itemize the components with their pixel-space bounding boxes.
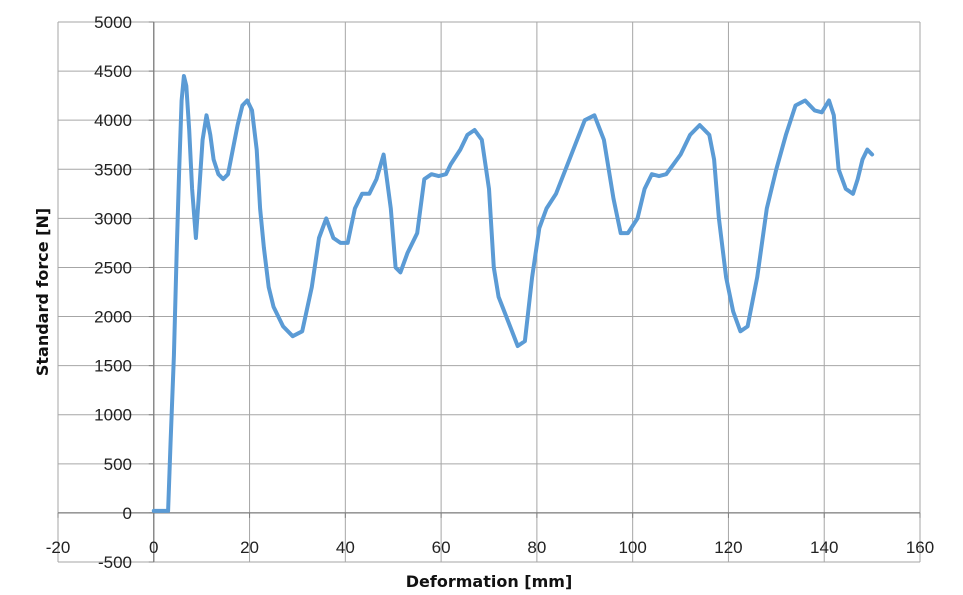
y-tick-label: -500 — [98, 553, 132, 572]
y-tick-label: 3000 — [94, 209, 132, 228]
y-tick-label: 2000 — [94, 308, 132, 327]
y-tick-label: 500 — [104, 455, 132, 474]
y-tick-label: 0 — [123, 504, 132, 523]
x-tick-label: 140 — [810, 538, 838, 557]
y-tick-label: 4000 — [94, 111, 132, 130]
x-tick-label: 80 — [527, 538, 546, 557]
tick-labels: -20 0 20 40 60 80 100 120 140 160 -500 0 500 1000 1500… — [46, 13, 934, 572]
x-tick-label: 120 — [714, 538, 742, 557]
series-line-0 — [151, 74, 875, 513]
y-axis-title: Standard force [N] — [33, 208, 52, 376]
y-tick-label: 4500 — [94, 62, 132, 81]
y-tick-label: 1500 — [94, 357, 132, 376]
x-tick-label: 100 — [618, 538, 646, 557]
x-tick-label: 20 — [240, 538, 259, 557]
x-tick-label: 160 — [906, 538, 934, 557]
series-layer — [151, 74, 875, 513]
x-tick-label: -20 — [46, 538, 71, 557]
y-tick-label: 5000 — [94, 13, 132, 32]
y-tick-label: 2500 — [94, 258, 132, 277]
x-tick-label: 60 — [432, 538, 451, 557]
y-tick-label: 1000 — [94, 406, 132, 425]
x-axis-title: Deformation [mm] — [406, 572, 573, 591]
y-tick-label: 3500 — [94, 160, 132, 179]
x-tick-label: 40 — [336, 538, 355, 557]
axes — [57, 21, 921, 563]
x-tick-label: 0 — [149, 538, 158, 557]
